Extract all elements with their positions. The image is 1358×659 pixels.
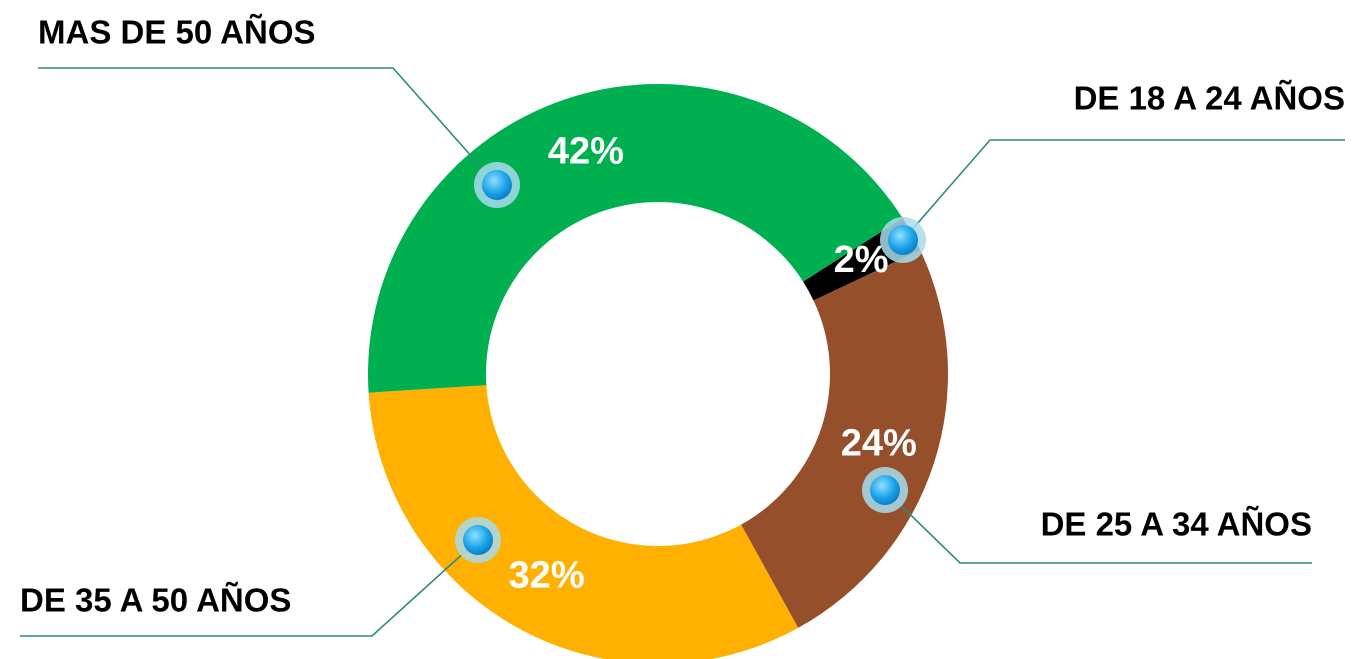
slice [368, 385, 799, 659]
category-label: DE 35 A 50 AÑOS [20, 582, 291, 619]
percent-label: 24% [841, 422, 917, 464]
percent-label: 32% [509, 555, 585, 597]
percent-label: 42% [548, 131, 624, 173]
slice [741, 250, 948, 628]
category-label: DE 25 A 34 AÑOS [1041, 506, 1312, 543]
callout-dot [463, 525, 493, 555]
percent-label: 2% [834, 239, 889, 281]
callout-dot [482, 170, 512, 200]
leader-line [20, 539, 479, 637]
labels: 2% DE 18 A 24 AÑOS 24% DE 25 A 34 AÑOS 32% DE… [20, 14, 1345, 637]
callout-dot [888, 225, 918, 255]
slices [368, 84, 948, 659]
leader-line [884, 489, 1312, 564]
category-label: DE 18 A 24 AÑOS [1074, 80, 1345, 117]
category-label: MAS DE 50 AÑOS [38, 14, 316, 51]
leader-line [38, 67, 498, 186]
leader-line [902, 139, 1345, 241]
callout-dot [870, 475, 900, 505]
slice [368, 84, 903, 393]
